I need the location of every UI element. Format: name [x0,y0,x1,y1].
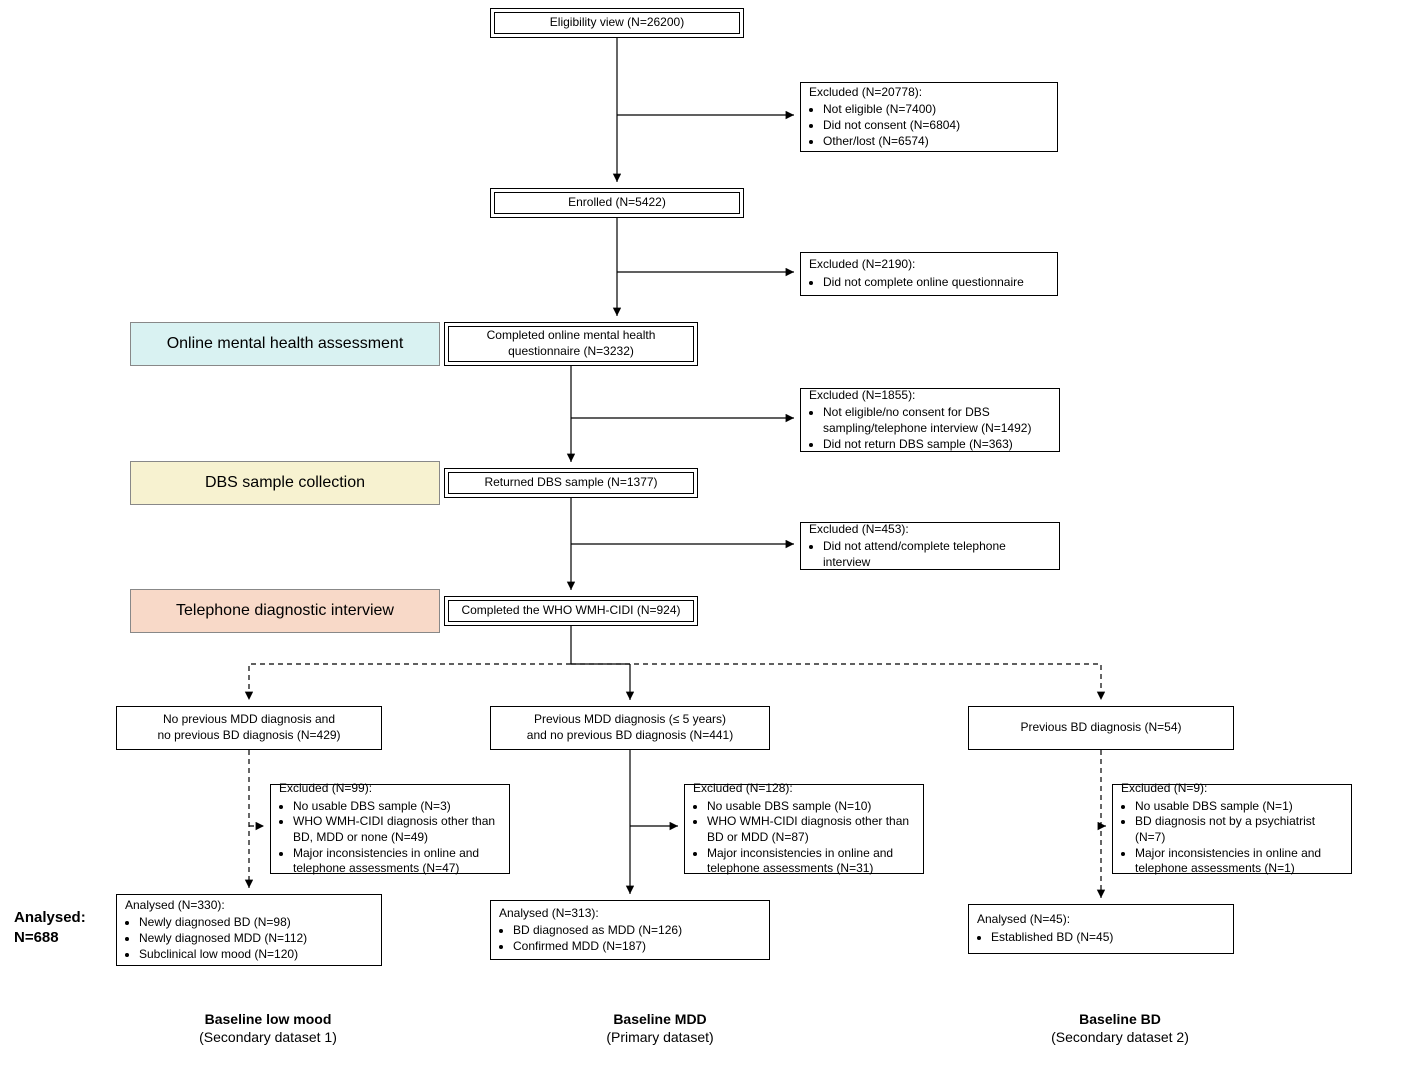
node-label: Completed online mental healthquestionna… [487,328,656,359]
node-label: Enrolled (N=5422) [568,195,666,211]
node-item: Did not complete online questionnaire [823,275,1024,291]
node-item: Major inconsistencies in online and tele… [1135,846,1343,877]
flowchart-stage: Online mental health assessment DBS samp… [0,0,1422,1080]
node-items: No usable DBS sample (N=1)BD diagnosis n… [1135,799,1343,877]
stage-phone: Telephone diagnostic interview [130,589,440,633]
node-items: BD diagnosed as MDD (N=126)Confirmed MDD… [513,923,682,954]
node-item: WHO WMH-CIDI diagnosis other than BD, MD… [293,814,501,845]
node-items: Established BD (N=45) [991,930,1113,946]
node-item: Did not attend/complete telephone interv… [823,539,1051,570]
node-item: Newly diagnosed BD (N=98) [139,915,307,931]
node-item: Not eligible/no consent for DBS sampling… [823,405,1051,436]
excluded-4: Excluded (N=453):Did not attend/complete… [800,522,1060,570]
column-title: Baseline low mood [168,1010,368,1028]
node-title: Analysed (N=330): [125,898,225,914]
node-item: Major inconsistencies in online and tele… [293,846,501,877]
node-completed-cidi: Completed the WHO WMH-CIDI (N=924) [444,596,698,626]
node-returned-dbs: Returned DBS sample (N=1377) [444,468,698,498]
node-items: No usable DBS sample (N=10)WHO WMH-CIDI … [707,799,915,877]
column-title: Baseline MDD [560,1010,760,1028]
node-completed-questionnaire: Completed online mental healthquestionna… [444,322,698,366]
node-item: Subclinical low mood (N=120) [139,947,307,963]
analysed-left: Analysed (N=330):Newly diagnosed BD (N=9… [116,894,382,966]
stage-online: Online mental health assessment [130,322,440,366]
node-items: No usable DBS sample (N=3)WHO WMH-CIDI d… [293,799,501,877]
excluded-3: Excluded (N=1855):Not eligible/no consen… [800,388,1060,452]
branch-left: No previous MDD diagnosis andno previous… [116,706,382,750]
column-label-right: Baseline BD(Secondary dataset 2) [1020,1010,1220,1046]
node-items: Did not attend/complete telephone interv… [823,539,1051,570]
node-item: Newly diagnosed MDD (N=112) [139,931,307,947]
edge [571,664,1101,700]
node-item: Not eligible (N=7400) [823,102,960,118]
excluded-1: Excluded (N=20778):Not eligible (N=7400)… [800,82,1058,152]
edge [249,664,571,700]
node-title: Excluded (N=453): [809,522,909,538]
node-title: Analysed (N=313): [499,906,599,922]
node-label: Returned DBS sample (N=1377) [484,475,657,491]
column-label-mid: Baseline MDD(Primary dataset) [560,1010,760,1046]
node-item: No usable DBS sample (N=10) [707,799,915,815]
column-title: Baseline BD [1020,1010,1220,1028]
branch-mid: Previous MDD diagnosis (≤ 5 years)and no… [490,706,770,750]
node-title: Excluded (N=2190): [809,257,915,273]
node-item: Other/lost (N=6574) [823,134,960,150]
column-label-left: Baseline low mood(Secondary dataset 1) [168,1010,368,1046]
node-items: Newly diagnosed BD (N=98)Newly diagnosed… [139,915,307,962]
node-item: BD diagnosis not by a psychiatrist (N=7) [1135,814,1343,845]
node-item: No usable DBS sample (N=3) [293,799,501,815]
label-line: N=688 [14,928,86,948]
node-title: Excluded (N=20778): [809,85,922,101]
node-title: Excluded (N=128): [693,781,793,797]
node-items: Did not complete online questionnaire [823,275,1024,291]
column-subtitle: (Secondary dataset 2) [1020,1028,1220,1046]
branch-right: Previous BD diagnosis (N=54) [968,706,1234,750]
node-label: Previous MDD diagnosis (≤ 5 years)and no… [527,712,733,743]
node-eligibility: Eligibility view (N=26200) [490,8,744,38]
node-item: Major inconsistencies in online and tele… [707,846,915,877]
node-item: Established BD (N=45) [991,930,1113,946]
analysed-right: Analysed (N=45): Established BD (N=45) [968,904,1234,954]
stage-dbs: DBS sample collection [130,461,440,505]
excluded-branch-right: Excluded (N=9): No usable DBS sample (N=1… [1112,784,1352,874]
excluded-2: Excluded (N=2190): Did not complete onlin… [800,252,1058,296]
node-item: BD diagnosed as MDD (N=126) [513,923,682,939]
edge [571,664,630,700]
node-title: Excluded (N=1855): [809,388,915,404]
label-line: Analysed: [14,908,86,928]
node-label: Eligibility view (N=26200) [550,15,684,31]
node-label: Completed the WHO WMH-CIDI (N=924) [461,603,680,619]
node-items: Not eligible (N=7400)Did not consent (N=… [823,102,960,149]
excluded-branch-left: Excluded (N=99): No usable DBS sample (N=… [270,784,510,874]
node-enrolled: Enrolled (N=5422) [490,188,744,218]
node-item: Did not consent (N=6804) [823,118,960,134]
column-subtitle: (Primary dataset) [560,1028,760,1046]
node-label: Previous BD diagnosis (N=54) [1020,720,1181,736]
node-item: No usable DBS sample (N=1) [1135,799,1343,815]
node-title: Excluded (N=9): [1121,781,1207,797]
node-label: No previous MDD diagnosis andno previous… [157,712,340,743]
analysed-mid: Analysed (N=313):BD diagnosed as MDD (N=… [490,900,770,960]
analysed-total-label: Analysed:N=688 [14,908,86,947]
node-items: Not eligible/no consent for DBS sampling… [823,405,1051,452]
node-item: Confirmed MDD (N=187) [513,939,682,955]
excluded-branch-mid: Excluded (N=128): No usable DBS sample (N… [684,784,924,874]
node-title: Excluded (N=99): [279,781,372,797]
node-item: Did not return DBS sample (N=363) [823,437,1051,453]
node-item: WHO WMH-CIDI diagnosis other than BD or … [707,814,915,845]
column-subtitle: (Secondary dataset 1) [168,1028,368,1046]
node-title: Analysed (N=45): [977,912,1070,928]
